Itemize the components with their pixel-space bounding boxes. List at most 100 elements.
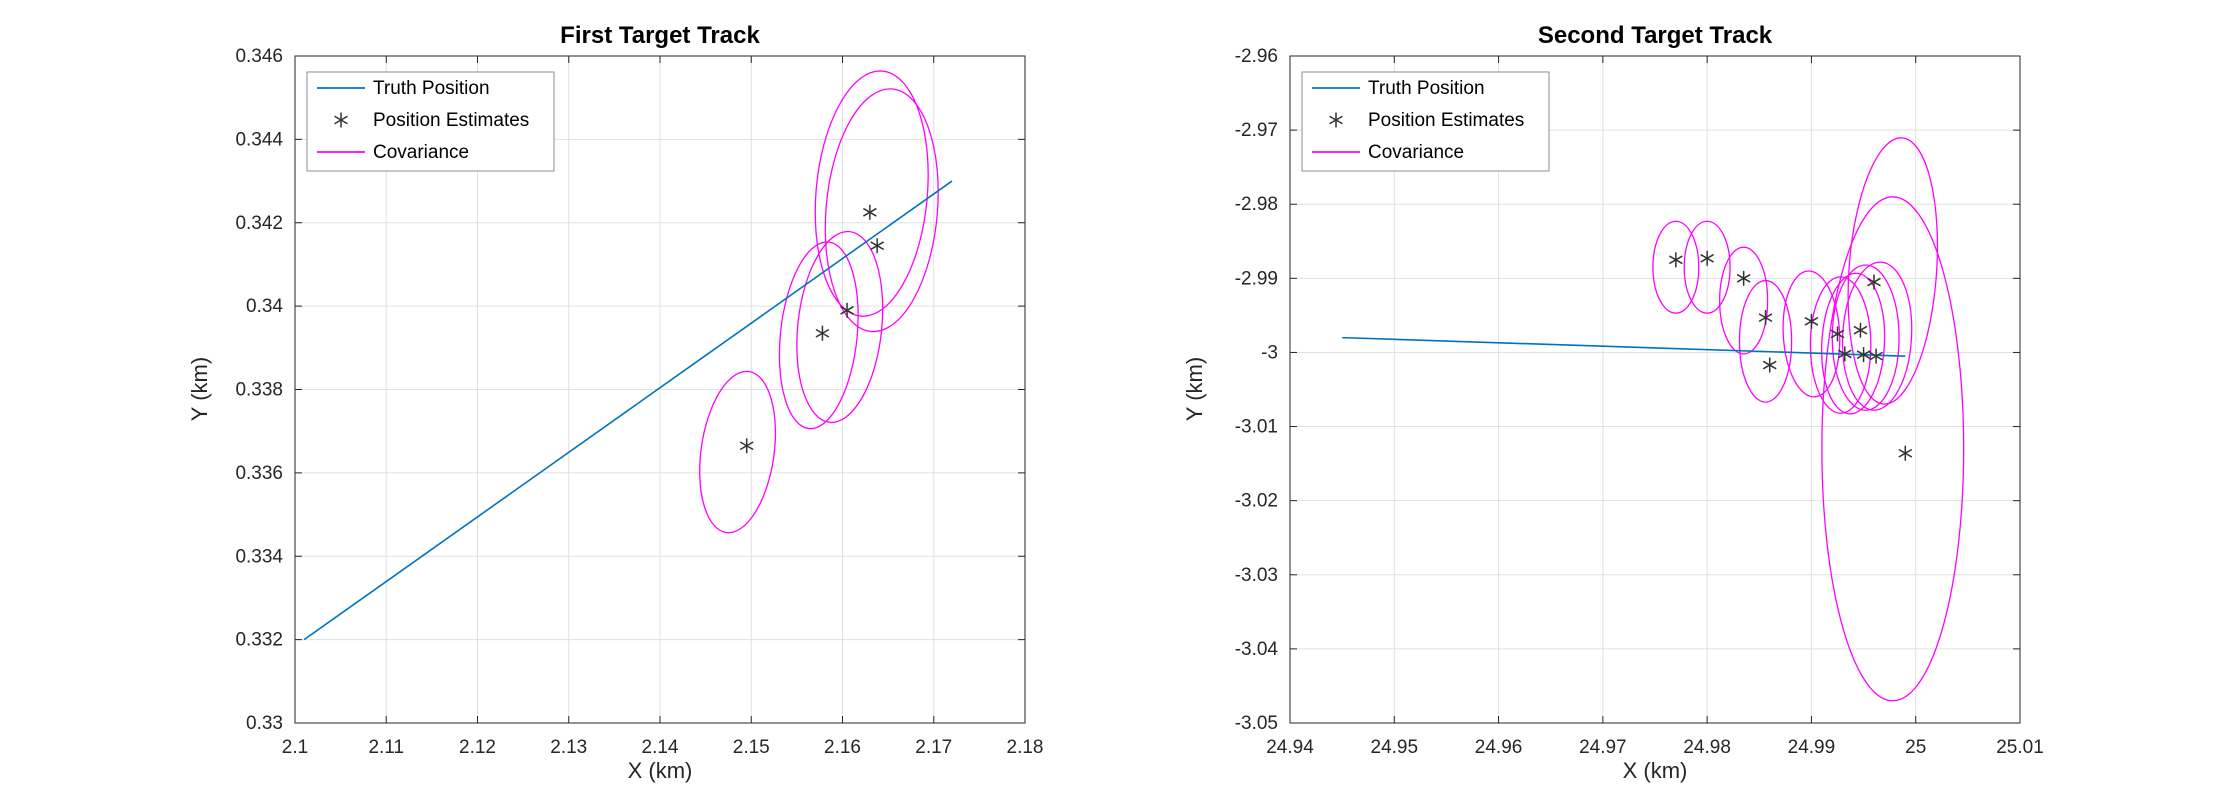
- position-estimate-marker: [1867, 274, 1881, 290]
- axes-box: [1289, 55, 2021, 724]
- position-estimate-marker: [1898, 445, 1913, 461]
- position-estimate-marker: [1668, 252, 1683, 268]
- x-tick-label: 24.96: [1475, 737, 1523, 758]
- position-estimate-marker: [1762, 357, 1777, 373]
- x-axis-label: X (km): [1622, 758, 1688, 783]
- x-tick-label: 2.17: [915, 737, 952, 758]
- y-tick-label: -3.03: [1235, 565, 1278, 586]
- y-tick-label: -2.98: [1235, 194, 1278, 215]
- y-tick-label: -2.96: [1235, 46, 1278, 67]
- asterisk-spoke: [1856, 350, 1871, 360]
- x-tick-label: 25.01: [1996, 737, 2044, 758]
- position-estimate-marker: [1700, 250, 1715, 266]
- y-tick-label: 0.332: [235, 630, 283, 651]
- asterisk-spoke: [840, 305, 854, 315]
- position-estimate-marker: [1853, 322, 1868, 338]
- asterisk-spoke: [1804, 316, 1819, 326]
- position-estimate-marker: [815, 325, 830, 341]
- asterisk-spoke: [1869, 351, 1883, 361]
- second-target-track-plot: 24.94 24.95 24.96 24.97 24.98 24.99 25 25.01 -3.…: [1235, 46, 2044, 758]
- x-tick-label: 24.98: [1683, 737, 1731, 758]
- position-estimate-marker: [1830, 326, 1845, 342]
- covariance-ellipse: [1719, 246, 1769, 355]
- asterisk-spoke: [1837, 349, 1852, 359]
- truth-position-line: [303, 180, 953, 641]
- position-estimate-marker: [1804, 313, 1819, 329]
- y-tick-label: -3.01: [1235, 417, 1278, 438]
- position-estimate-marker: [870, 238, 885, 254]
- x-tick-label: 2.14: [642, 737, 679, 758]
- y-tick-label: -2.99: [1235, 268, 1278, 289]
- asterisk-spoke: [870, 241, 885, 251]
- covariance-ellipse: [824, 88, 939, 333]
- covariance-ellipse: [1652, 220, 1700, 314]
- truth-position-line: [1342, 336, 1906, 357]
- first-target-track-plot: 2.1 2.11 2.12 2.13 2.14 2.15 2.16 2.17 2.18 0.33 0…: [235, 46, 1044, 758]
- asterisk-spoke: [1758, 313, 1773, 323]
- position-estimate-marker: [739, 438, 754, 454]
- x-tick-label: 2.12: [459, 737, 496, 758]
- asterisk-spoke: [815, 328, 830, 338]
- legend-entry-label: Covariance: [373, 142, 469, 163]
- asterisk-spoke: [1867, 277, 1881, 287]
- asterisk-spoke: [1700, 253, 1715, 263]
- x-tick-label: 2.16: [824, 737, 861, 758]
- y-tick-label: -3.05: [1235, 713, 1278, 734]
- x-tick-label: 2.13: [550, 737, 587, 758]
- y-tick-label: 0.344: [235, 129, 283, 150]
- y-tick-label: -3.02: [1235, 491, 1278, 512]
- position-estimate-marker: [840, 302, 854, 318]
- x-tick-label: 2.1: [282, 737, 308, 758]
- y-tick-label: 0.334: [235, 546, 283, 567]
- x-tick-label: 24.94: [1266, 737, 1314, 758]
- asterisk-spoke: [1762, 360, 1777, 370]
- y-tick-label: 0.342: [235, 213, 283, 234]
- position-estimate-marker: [1856, 347, 1871, 363]
- legend-entry-label: Position Estimates: [1368, 110, 1524, 131]
- position-estimate-marker: [1837, 346, 1852, 362]
- legend-entry-label: Truth Position: [1368, 78, 1485, 99]
- asterisk-spoke: [1898, 448, 1913, 458]
- covariance-ellipse: [814, 70, 929, 317]
- x-tick-label: 2.15: [733, 737, 770, 758]
- covariance-ellipse: [796, 230, 884, 424]
- position-estimate-marker: [1736, 270, 1751, 286]
- x-tick-label: 24.97: [1579, 737, 1627, 758]
- first-target-track-panel: First Target Track Y (km) X (km) 2.1 2.11…: [120, 0, 1120, 802]
- y-tick-label: 0.346: [235, 46, 283, 67]
- legend-entry-label: Covariance: [1368, 142, 1464, 163]
- position-estimate-marker: [863, 204, 877, 220]
- covariance-ellipse: [699, 370, 777, 534]
- legend-sample-asterisk-icon: [334, 112, 348, 128]
- chart-title: First Target Track: [560, 22, 760, 49]
- asterisk-spoke: [739, 441, 754, 451]
- covariance-ellipse: [1841, 261, 1913, 411]
- x-axis-label: X (km): [627, 758, 693, 783]
- asterisk-spoke: [1853, 325, 1868, 335]
- asterisk-spoke: [1668, 255, 1683, 265]
- covariance-ellipse: [1809, 276, 1872, 414]
- position-estimate-marker: [1758, 310, 1773, 326]
- x-tick-label: 2.11: [368, 737, 404, 758]
- y-tick-label: -2.97: [1235, 120, 1278, 141]
- y-tick-label: 0.33: [246, 713, 283, 734]
- asterisk-spoke: [1329, 115, 1343, 125]
- legend-sample-asterisk-icon: [1329, 112, 1343, 128]
- x-tick-label: 25: [1905, 737, 1926, 758]
- covariance-ellipse: [1738, 279, 1793, 403]
- covariance-ellipse: [1683, 220, 1731, 314]
- x-tick-label: 2.18: [1007, 737, 1044, 758]
- legend-entry-label: Truth Position: [373, 78, 490, 99]
- position-estimate-marker: [1869, 348, 1883, 364]
- y-tick-label: -3: [1261, 342, 1278, 363]
- x-tick-label: 24.95: [1371, 737, 1419, 758]
- y-tick-label: 0.34: [246, 296, 283, 317]
- covariance-ellipse: [1821, 196, 1965, 702]
- y-tick-label: -3.04: [1235, 639, 1279, 660]
- covariance-ellipse: [1847, 137, 1939, 405]
- asterisk-spoke: [863, 207, 877, 217]
- asterisk-spoke: [1736, 273, 1751, 283]
- legend-entry-label: Position Estimates: [373, 110, 529, 131]
- second-target-track-panel: Second Target Track Y (km) X (km) 24.94 2…: [1115, 0, 2115, 802]
